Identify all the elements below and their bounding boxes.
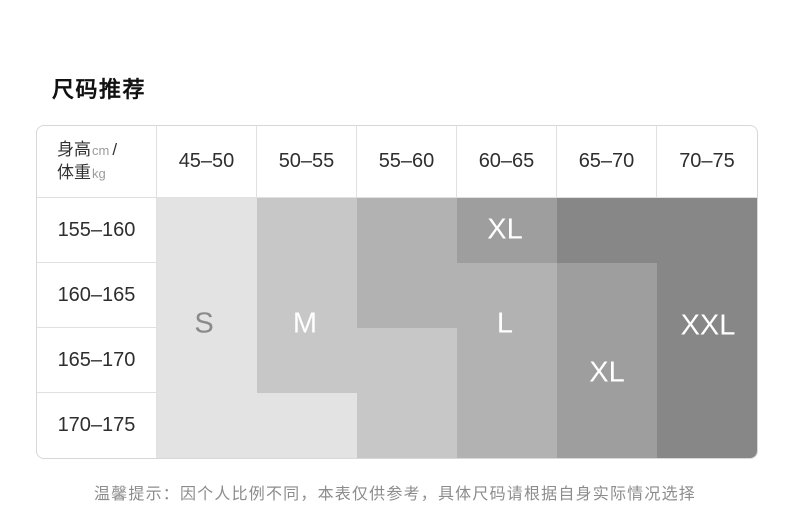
size-region-xl [557, 263, 657, 458]
size-region-xl [457, 198, 557, 263]
disclaimer-note: 温馨提示：因个人比例不同，本表仅供参考，具体尺码请根据自身实际情况选择 [93, 486, 696, 503]
weight-column-header: 50–55 [257, 126, 357, 198]
size-region-l [357, 198, 457, 328]
size-grid: S M L XL XL XXL [157, 198, 757, 458]
height-row-header: 170–175 [57, 414, 136, 436]
size-label-xl: XL [589, 356, 625, 389]
weight-column-header: 65–70 [557, 126, 657, 198]
weight-column-header: 55–60 [357, 126, 457, 198]
table-header-row: 身高cm / 体重kg 45–50 50–55 55–60 60–65 65–70… [37, 126, 757, 198]
axis-separator: / [112, 139, 118, 159]
height-row-labels: 155–160 160–165 165–170 170–175 [37, 198, 157, 458]
unit-cm: cm [92, 142, 110, 158]
size-label-l: L [496, 307, 514, 340]
size-region-s [157, 198, 257, 458]
size-recommendation-table: 身高cm / 体重kg 45–50 50–55 55–60 60–65 65–70… [36, 125, 758, 459]
size-region-m [257, 198, 357, 393]
size-label-xxl: XXL [680, 309, 736, 342]
weight-column-header: 60–65 [457, 126, 557, 198]
size-region-xxl [657, 198, 757, 458]
axis-header-line2: 体重kg [57, 162, 106, 182]
page-title: 尺码推荐 [52, 77, 147, 102]
weight-column-header: 70–75 [657, 126, 757, 198]
size-region-s [257, 393, 357, 458]
size-label-s: S [194, 307, 214, 340]
size-label-xl-top: XL [487, 213, 523, 246]
axis-header-cell: 身高cm / 体重kg [37, 126, 157, 198]
weight-column-header: 45–50 [157, 126, 257, 198]
size-label-m: M [292, 307, 318, 340]
size-region-m [357, 328, 457, 458]
table-body: 155–160 160–165 165–170 170–175 S M L XL… [37, 198, 757, 458]
height-row-header: 160–165 [37, 263, 156, 328]
axis-header-line1: 身高cm / [57, 139, 118, 159]
size-region-xxl [557, 198, 657, 263]
height-row-header: 165–170 [37, 328, 156, 393]
size-region-l [457, 263, 557, 458]
height-row-header: 155–160 [37, 198, 156, 263]
unit-kg: kg [92, 165, 106, 181]
